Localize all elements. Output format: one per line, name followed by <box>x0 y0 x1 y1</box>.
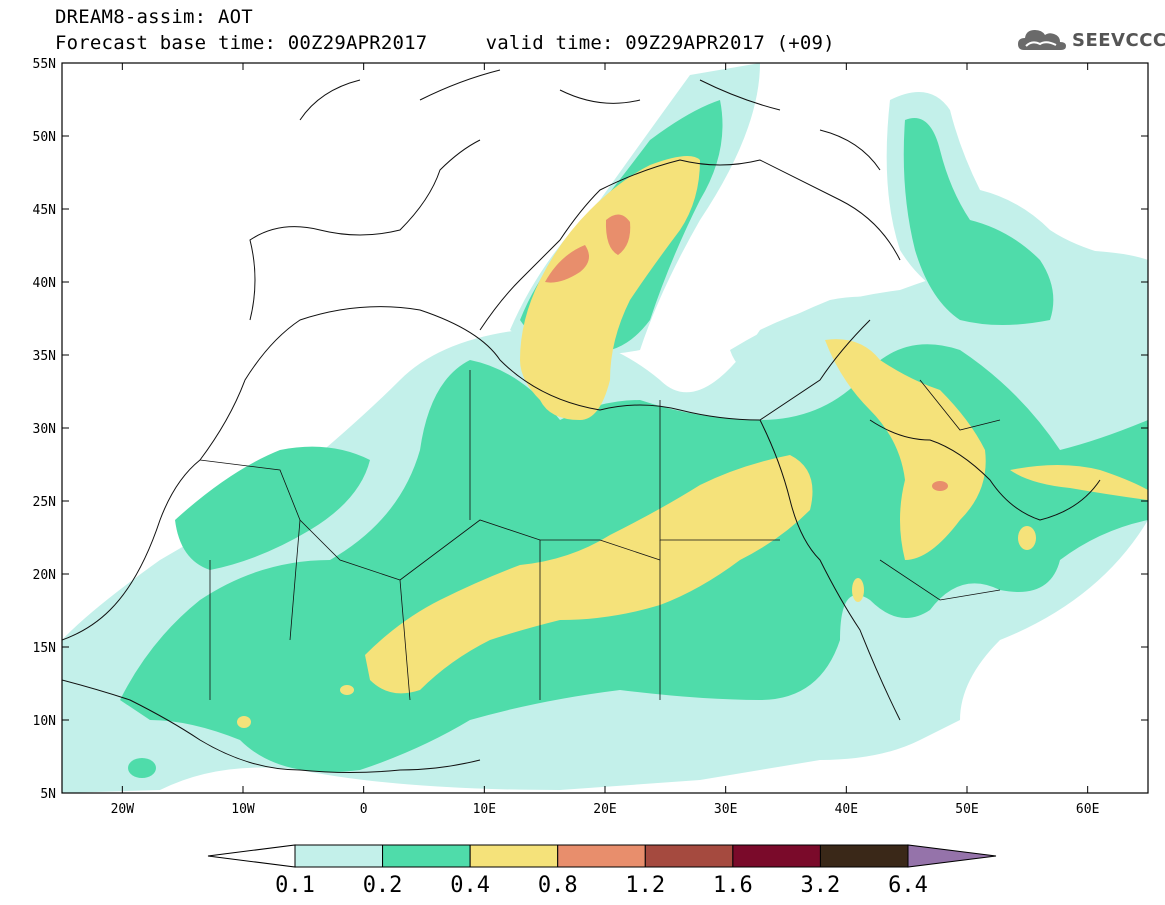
lon-label: 20W <box>111 802 135 817</box>
seevccc-logo: SEEVCCC <box>1016 26 1165 54</box>
lat-label: 20N <box>33 568 56 583</box>
aot-region-high-arabia <box>1018 526 1036 550</box>
lat-label: 30N <box>33 422 56 437</box>
borders <box>199 370 1001 701</box>
aot-region-high-gulf <box>1010 465 1148 500</box>
lat-label: 25N <box>33 495 56 510</box>
colorbar-box <box>557 844 646 868</box>
colorbar-box <box>469 844 559 868</box>
lat-label: 40N <box>33 276 56 291</box>
lon-label: 60E <box>1076 802 1099 817</box>
colorbar <box>207 844 997 868</box>
lat-label: 10N <box>33 714 56 729</box>
map-title: DREAM8-assim: AOT <box>55 6 253 28</box>
colorbar-box <box>732 844 821 868</box>
colorbar-box <box>819 844 909 868</box>
lon-label: 10W <box>231 802 255 817</box>
longitude-labels: 20W 10W 0 10E 20E 30E 40E 50E 60E <box>111 802 1100 817</box>
colorbar-labels: 0.1 0.2 0.4 0.8 1.2 1.6 3.2 6.4 <box>275 873 928 898</box>
lon-label: 40E <box>835 802 858 817</box>
latitude-labels: 55N 50N 45N 40N 35N 30N 25N 20N 15N 10N 5N <box>33 57 56 802</box>
lat-label: 35N <box>33 349 56 364</box>
colorbar-over-arrow <box>907 844 997 868</box>
aot-region-high-ghana <box>237 716 251 728</box>
forecast-time-line: Forecast base time: 00Z29APR2017 valid t… <box>55 32 835 54</box>
aot-region-high-nigeria <box>340 685 354 695</box>
aot-region-mid-guinea <box>128 758 156 778</box>
colorbar-level-label: 0.4 <box>450 873 490 898</box>
aot-shading <box>62 63 1148 793</box>
aot-region-high-redsea <box>852 578 864 602</box>
aot-region-high-iraq <box>825 339 986 560</box>
lon-label: 50E <box>955 802 978 817</box>
colorbar-level-label: 1.6 <box>713 873 753 898</box>
lon-label: 10E <box>473 802 496 817</box>
aot-region-mid-westafrica <box>175 446 370 570</box>
colorbar-level-label: 1.2 <box>625 873 665 898</box>
lat-label: 45N <box>33 203 56 218</box>
aot-region-peak-albania <box>545 245 589 283</box>
colorbar-level-label: 0.1 <box>275 873 315 898</box>
colorbar-under-arrow <box>207 844 296 868</box>
logo-text: SEEVCCC <box>1072 29 1165 51</box>
aot-region-peak-saudi <box>932 481 948 491</box>
lat-label: 5N <box>40 787 56 802</box>
coastlines <box>62 69 1101 773</box>
aot-region-peak-serbia <box>605 214 631 255</box>
cloud-icon <box>1018 30 1066 50</box>
lat-label: 55N <box>33 57 56 72</box>
aot-region-high-balkans <box>520 156 700 420</box>
lon-label: 20E <box>593 802 616 817</box>
colorbar-level-label: 3.2 <box>801 873 841 898</box>
colorbar-level-label: 0.8 <box>538 873 578 898</box>
lat-label: 15N <box>33 641 56 656</box>
axis-ticks <box>62 62 1148 794</box>
colorbar-box <box>644 844 734 868</box>
aot-region-high-sahel <box>365 455 813 694</box>
colorbar-box <box>382 844 471 868</box>
aot-region-mid-caspian <box>903 118 1054 325</box>
colorbar-box <box>294 844 384 868</box>
colorbar-level-label: 0.2 <box>363 873 403 898</box>
colorbar-level-label: 6.4 <box>888 873 928 898</box>
lat-label: 50N <box>33 130 56 145</box>
lon-label: 30E <box>714 802 737 817</box>
lon-label: 0 <box>360 802 368 817</box>
